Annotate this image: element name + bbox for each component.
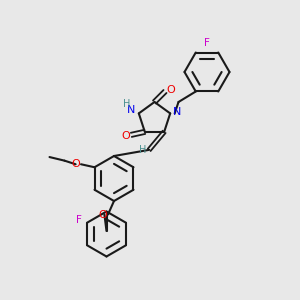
Text: H: H xyxy=(122,99,130,110)
Text: H: H xyxy=(139,146,146,155)
Text: O: O xyxy=(71,159,80,169)
Text: O: O xyxy=(98,209,107,220)
Text: F: F xyxy=(204,38,210,48)
Text: N: N xyxy=(127,105,136,116)
Text: O: O xyxy=(121,131,130,141)
Text: O: O xyxy=(166,85,175,95)
Text: N: N xyxy=(172,107,181,117)
Text: F: F xyxy=(76,215,82,225)
